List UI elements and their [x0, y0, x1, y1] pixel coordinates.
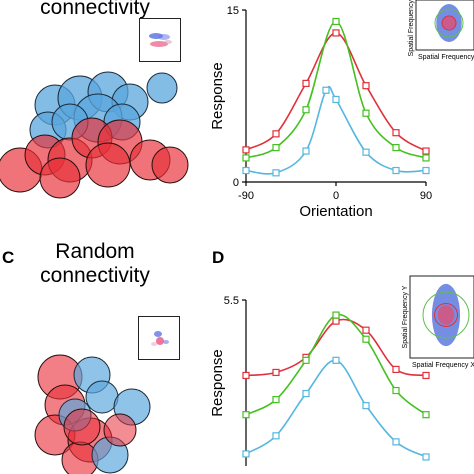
panel-c-title-line2: connectivity: [40, 264, 150, 287]
data-point: [422, 411, 430, 419]
data-point: [242, 371, 250, 380]
data-point: [422, 166, 430, 175]
panel-a-title: connectivity: [40, 0, 150, 19]
red-circles-c-top: [63, 408, 137, 447]
data-point: [242, 166, 250, 175]
panel-d-letter: D: [212, 248, 225, 267]
x-tick-label: -90: [238, 190, 254, 202]
data-point: [362, 335, 370, 343]
data-point: [362, 326, 370, 334]
inset-green-ring: [434, 8, 464, 38]
y-tick-label: 5.5: [224, 295, 239, 307]
data-point: [272, 144, 280, 152]
data-point: [242, 411, 250, 419]
inset-x-label: Spatial Frequency X: [412, 362, 474, 369]
data-point: [322, 86, 330, 94]
data-point: [332, 95, 340, 104]
data-point: [302, 389, 310, 398]
data-point: [272, 432, 280, 440]
data-point: [332, 311, 340, 319]
data-point: [392, 386, 400, 395]
data-point: [272, 169, 280, 177]
data-point: [302, 147, 310, 155]
data-point: [392, 365, 400, 374]
inset-green-ring: [422, 291, 470, 339]
inset-red-blob: [437, 305, 455, 325]
data-point: [422, 371, 430, 380]
series-line-2: [245, 85, 427, 175]
series-line-0: [245, 318, 427, 377]
data-point: [392, 438, 400, 446]
x-tick-label: 90: [420, 190, 432, 202]
data-point: [362, 109, 370, 117]
data-point: [302, 79, 310, 87]
data-point: [332, 356, 340, 364]
inset-red-ring: [441, 15, 457, 31]
panel-c-circles: [34, 354, 151, 474]
data-point: [362, 148, 370, 156]
data-point: [242, 146, 250, 154]
series-line-0: [245, 32, 427, 152]
data-point: [392, 129, 400, 137]
data-point: [272, 396, 280, 404]
data-point: [362, 402, 370, 410]
inset-x-label: Spatial Frequency X: [418, 54, 474, 61]
y-tick-label: 15: [227, 5, 239, 17]
panel-a-circles: [0, 71, 189, 199]
series-line-2: [245, 359, 427, 458]
inset-red-ring: [434, 303, 458, 327]
data-point: [392, 144, 400, 152]
red-circles: [0, 117, 189, 199]
data-point: [302, 356, 310, 364]
data-point: [242, 154, 250, 162]
inset-y-label: Spatial Frequency Y: [408, 0, 415, 56]
x-axis-label: Orientation: [299, 203, 372, 220]
series-line-1: [245, 20, 427, 159]
y-axis-label: Response: [209, 62, 226, 130]
panel-c-inset: [138, 316, 180, 360]
data-point: [332, 317, 340, 325]
data-point: [272, 368, 280, 377]
data-point: [422, 154, 430, 162]
inset-y-label: Spatial Frequency Y: [402, 285, 409, 348]
data-point: [362, 82, 370, 90]
inset-blue-blob: [431, 283, 461, 347]
y-axis-label: Response: [209, 349, 226, 417]
data-point: [332, 17, 340, 26]
panel-c-letter: C: [2, 248, 15, 267]
series-line-1: [245, 313, 427, 416]
panel-a-inset: [139, 18, 181, 62]
data-point: [272, 130, 280, 138]
data-point: [332, 29, 340, 37]
panel-c-title-line1: Random: [55, 240, 135, 263]
x-tick-label: 0: [333, 190, 339, 202]
spectrum-inset: [409, 275, 474, 359]
y-tick-label: 0: [233, 177, 239, 189]
data-point: [242, 450, 250, 458]
data-point: [422, 453, 430, 461]
data-point: [422, 147, 430, 155]
inset-blue-blob: [436, 4, 462, 42]
data-point: [302, 353, 310, 361]
data-point: [392, 166, 400, 175]
spectrum-inset: [415, 0, 474, 51]
data-point: [302, 106, 310, 114]
inset-red-blob: [441, 17, 457, 29]
axes: [245, 10, 426, 183]
